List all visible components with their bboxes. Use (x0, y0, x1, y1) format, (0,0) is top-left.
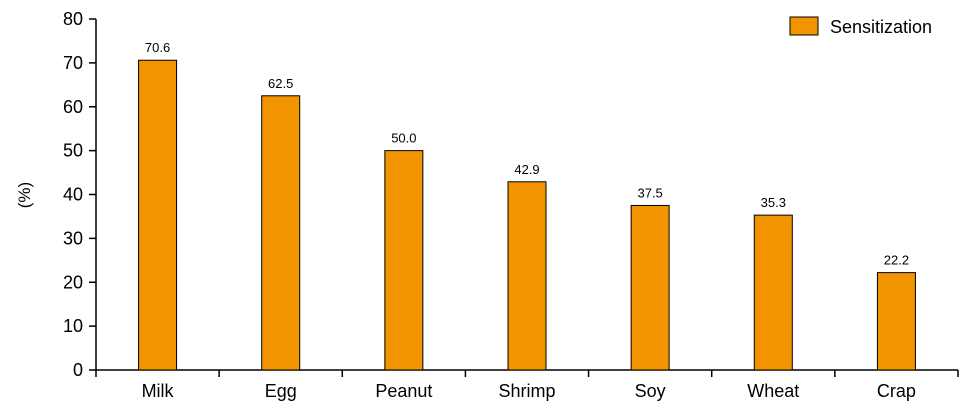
legend-swatch (789, 16, 819, 36)
data-label: 42.9 (514, 162, 539, 177)
bar (384, 150, 424, 371)
bar (261, 95, 301, 371)
category-label: Crap (877, 381, 916, 401)
y-tick-label: 70 (63, 53, 83, 73)
category-label: Milk (142, 381, 175, 401)
data-labels: 70.6 62.5 50.0 42.9 37.5 35.3 22.2 (145, 40, 909, 267)
y-tick-label: 20 (63, 272, 83, 292)
y-tick-label: 30 (63, 228, 83, 248)
y-tick-label: 10 (63, 316, 83, 336)
data-label: 62.5 (268, 76, 293, 91)
bars (138, 59, 916, 371)
y-axis-title: (%) (15, 182, 34, 208)
y-axis-ticks: 0 10 20 30 40 50 60 70 80 (63, 9, 96, 380)
y-tick-label: 60 (63, 97, 83, 117)
category-label: Soy (635, 381, 666, 401)
data-label: 35.3 (761, 195, 786, 210)
data-label: 50.0 (391, 131, 416, 146)
data-label: 70.6 (145, 40, 170, 55)
category-label: Peanut (375, 381, 432, 401)
data-label: 37.5 (637, 185, 662, 200)
bar (507, 181, 547, 371)
category-labels: Milk Egg Peanut Shrimp Soy Wheat Crap (142, 381, 916, 401)
bar (630, 204, 670, 371)
legend-label: Sensitization (830, 17, 932, 37)
data-label: 22.2 (884, 253, 909, 268)
bar (138, 59, 178, 371)
y-tick-label: 50 (63, 141, 83, 161)
bar (753, 214, 793, 371)
x-axis-ticks (95, 370, 959, 377)
category-label: Shrimp (498, 381, 555, 401)
category-label: Wheat (747, 381, 799, 401)
y-tick-label: 0 (73, 360, 83, 380)
category-label: Egg (265, 381, 297, 401)
y-tick-label: 80 (63, 9, 83, 29)
y-tick-label: 40 (63, 185, 83, 205)
legend: Sensitization (789, 16, 932, 37)
bar (876, 272, 916, 371)
